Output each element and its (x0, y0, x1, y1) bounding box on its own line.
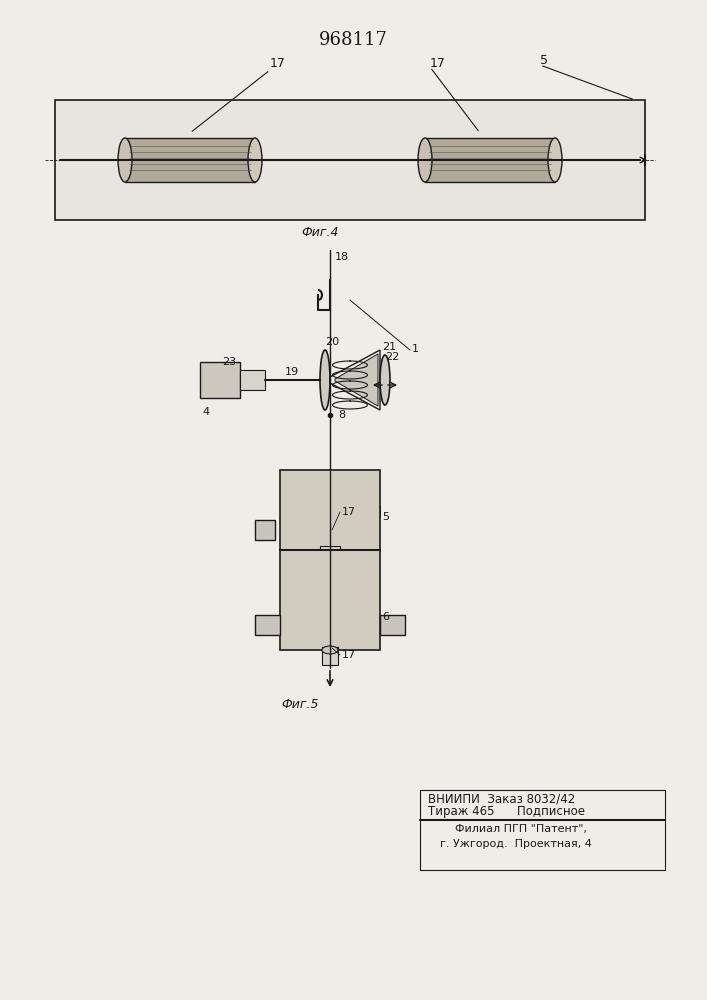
Bar (320, 546, 340, 558)
Text: Фиг.5: Фиг.5 (281, 698, 319, 712)
Ellipse shape (320, 350, 330, 410)
Text: 968117: 968117 (319, 31, 387, 49)
Bar (322, 647, 338, 665)
Text: 22: 22 (385, 352, 399, 362)
Text: 17: 17 (430, 57, 446, 70)
Bar (255, 520, 275, 540)
Ellipse shape (418, 138, 432, 182)
Bar (200, 362, 240, 398)
Bar (280, 470, 380, 550)
Bar (280, 550, 380, 650)
Text: 17: 17 (342, 507, 356, 517)
Text: ВНИИПИ  Заказ 8032/42: ВНИИПИ Заказ 8032/42 (428, 792, 575, 805)
Text: Фиг.4: Фиг.4 (301, 226, 339, 238)
Text: 8: 8 (338, 410, 345, 420)
Polygon shape (335, 354, 378, 406)
Ellipse shape (118, 138, 132, 182)
Ellipse shape (320, 554, 340, 562)
Text: 21: 21 (382, 342, 396, 352)
Text: 6: 6 (382, 612, 389, 622)
Text: 23: 23 (222, 357, 236, 367)
Text: 19: 19 (285, 367, 299, 377)
Text: 17: 17 (342, 650, 356, 660)
Ellipse shape (548, 138, 562, 182)
Bar (255, 615, 280, 635)
Text: 5: 5 (540, 54, 548, 67)
Text: г. Ужгород.  Проектная, 4: г. Ужгород. Проектная, 4 (440, 839, 592, 849)
Bar (425, 138, 555, 182)
Ellipse shape (380, 355, 390, 405)
Ellipse shape (248, 138, 262, 182)
Bar (125, 138, 255, 182)
Bar (240, 370, 265, 390)
Bar (380, 615, 405, 635)
Text: Тираж 465      Подписное: Тираж 465 Подписное (428, 805, 585, 818)
Bar (55, 100, 645, 220)
Text: Филиал ПГП "Патент",: Филиал ПГП "Патент", (455, 824, 587, 834)
Text: 17: 17 (270, 57, 286, 70)
Text: 4: 4 (202, 407, 209, 417)
Text: 1: 1 (412, 344, 419, 354)
Text: 20: 20 (325, 337, 339, 347)
Text: 18: 18 (335, 252, 349, 262)
Ellipse shape (322, 646, 338, 654)
Text: 5: 5 (382, 512, 389, 522)
